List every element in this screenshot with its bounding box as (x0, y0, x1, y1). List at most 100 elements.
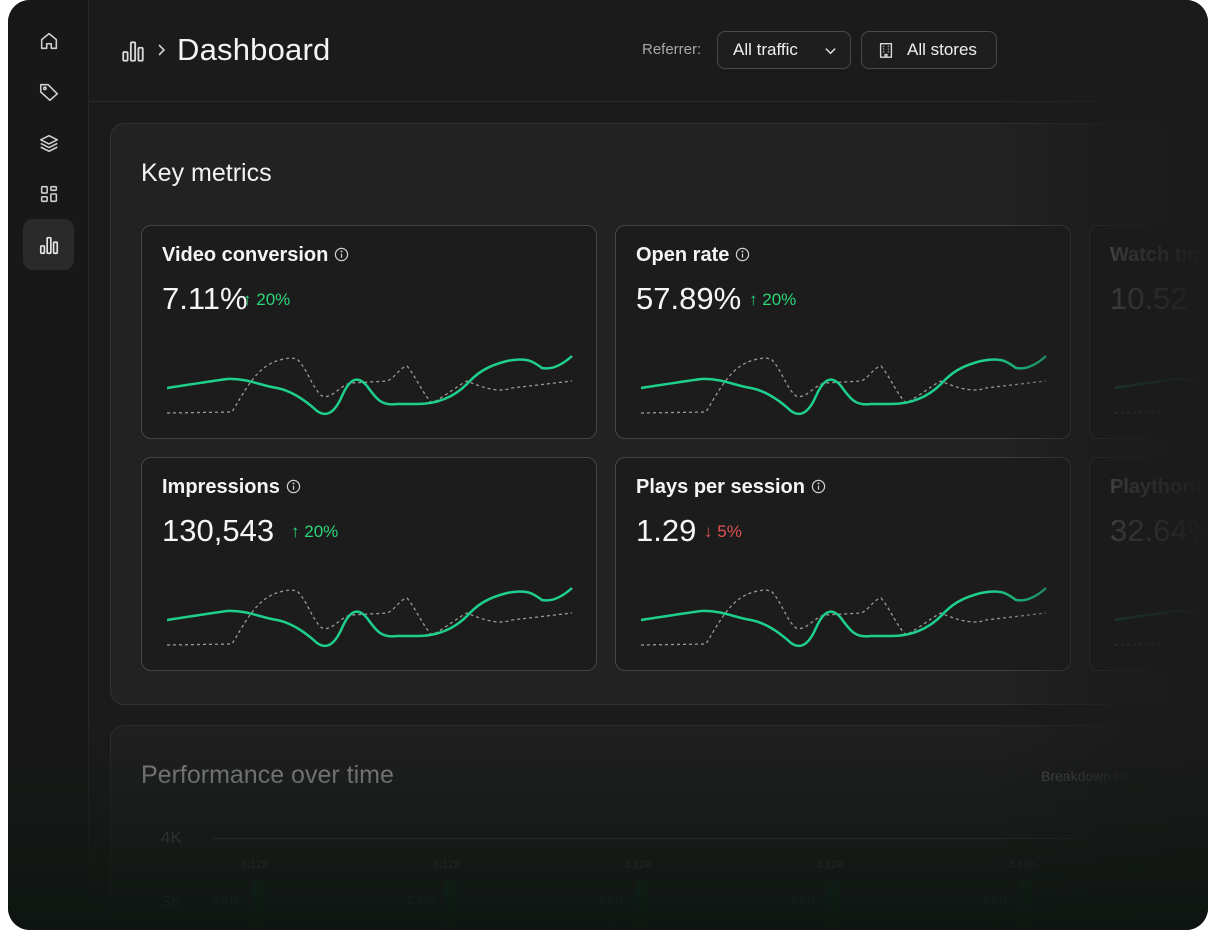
stores-button-label: All stores (907, 40, 977, 59)
chart-bar[interactable] (443, 881, 457, 930)
metric-card-watch-time[interactable]: Watch tim 10.52 s (1089, 225, 1208, 439)
sidebar-item-analytics[interactable] (23, 219, 74, 270)
y-tick-label: 3K (161, 892, 182, 911)
bar-top-label: 3.12K (1008, 859, 1037, 871)
page-title: Dashboard (177, 32, 331, 67)
sparkline-chart (641, 587, 1047, 648)
performance-title: Performance over time (141, 761, 394, 789)
card-title: Playthoru (1110, 476, 1203, 498)
card-value: 7.11% (162, 281, 248, 316)
comparison-series-line (641, 589, 1047, 646)
arrow-up-icon: ↑ (243, 290, 252, 309)
change-badge: ↑ 20% (291, 522, 338, 542)
info-icon[interactable] (811, 479, 826, 494)
metric-card-impressions[interactable]: Impressions 130,543 ↑ 20% (141, 457, 597, 671)
chart-bar[interactable] (1018, 881, 1032, 930)
arrow-up-icon: ↑ (749, 290, 758, 309)
change-badge: ↑ 20% (749, 290, 796, 310)
comparison-series-line (167, 357, 573, 414)
gridline (213, 838, 1208, 839)
traffic-select-label: All traffic (733, 40, 798, 59)
sparkline-chart (167, 587, 573, 648)
key-metrics-title: Key metrics (141, 159, 272, 187)
primary-series-line (1115, 609, 1208, 622)
metric-card-open-rate[interactable]: Open rate 57.89% ↑ 20% (615, 225, 1071, 439)
bar-side-label: 2.81K (407, 895, 436, 907)
chart-bar-secondary[interactable] (418, 918, 430, 930)
traffic-select[interactable]: All traffic (717, 31, 851, 69)
change-value: 20% (762, 290, 797, 309)
primary-series-line (641, 355, 1047, 416)
card-title: Impressions (162, 476, 280, 498)
stores-button[interactable]: All stores (861, 31, 997, 69)
change-badge: ↓ 5% (704, 522, 742, 542)
card-value: 57.89% (636, 281, 742, 316)
primary-series-line (641, 587, 1047, 648)
bar-top-label: 3.12K (433, 859, 462, 871)
header-bar: Dashboard Referrer: All traffic All stor… (89, 0, 1208, 102)
gridline (213, 902, 1208, 903)
chart-bar-secondary[interactable] (993, 918, 1005, 930)
change-value: 20% (304, 522, 339, 541)
chart-bar-secondary[interactable] (801, 918, 813, 930)
sparkline-chart (1115, 370, 1208, 414)
card-title: Plays per session (636, 476, 805, 498)
primary-series-line (167, 355, 573, 416)
info-icon[interactable] (735, 247, 750, 262)
bar-side-label: 2.81K (790, 895, 819, 907)
sidebar-item-tags[interactable] (23, 66, 74, 117)
arrow-down-icon: ↓ (704, 522, 713, 541)
bar-side-label: 2.81K (598, 895, 627, 907)
bar-chart-icon (122, 41, 144, 62)
sidebar-item-widgets[interactable] (23, 168, 74, 219)
comparison-series-line (641, 357, 1047, 414)
primary-series-line (167, 587, 573, 648)
card-title: Watch tim (1110, 244, 1205, 266)
app-window: Dashboard Referrer: All traffic All stor… (8, 0, 1208, 930)
card-title: Open rate (636, 244, 730, 266)
metric-card-playthrough[interactable]: Playthoru 32.64% (1089, 457, 1208, 671)
primary-series-line (1115, 377, 1208, 390)
referrer-label: Referrer: (642, 41, 702, 58)
bar-side-label: 2.81K (213, 895, 242, 907)
change-badge: ↑ 20% (243, 290, 290, 310)
layers-icon (39, 134, 58, 152)
chevron-down-icon (825, 48, 836, 55)
performance-panel: Performance over time Breakdown by: 4K 3… (110, 725, 1208, 930)
y-tick-label: 4K (161, 828, 182, 847)
card-title: Video conversion (162, 244, 329, 266)
sidebar (8, 0, 89, 930)
chart-bar-secondary[interactable] (609, 918, 621, 930)
home-icon (40, 32, 57, 49)
sparkline-chart (641, 355, 1047, 416)
bar-chart-icon (39, 236, 58, 254)
bar-top-label: 3.12K (241, 859, 270, 871)
info-icon[interactable] (334, 247, 349, 262)
sparkline-chart (167, 355, 573, 416)
metric-card-video-conversion[interactable]: Video conversion 7.11% ↑ 20% (141, 225, 597, 439)
change-value: 5% (717, 522, 742, 541)
sparkline-chart (1115, 602, 1208, 646)
tag-icon (39, 83, 58, 101)
card-value: 1.29 (636, 513, 697, 548)
arrow-up-icon: ↑ (291, 522, 300, 541)
sidebar-item-home[interactable] (23, 15, 74, 66)
breakdown-label: Breakdown by: (1041, 768, 1134, 784)
bar-top-label: 3.12K (624, 859, 653, 871)
chart-bar[interactable] (634, 881, 648, 930)
chart-bar[interactable] (826, 881, 840, 930)
card-value: 130,543 (162, 513, 275, 548)
card-value: 32.64% (1110, 513, 1208, 548)
chart-bar-secondary[interactable] (226, 918, 238, 930)
widgets-icon (40, 185, 57, 202)
metric-card-plays-per-session[interactable]: Plays per session 1.29 ↓ 5% (615, 457, 1071, 671)
comparison-series-line (167, 589, 573, 646)
change-value: 20% (256, 290, 291, 309)
key-metrics-panel: Key metrics Video conversion 7.11% ↑ 20%… (110, 123, 1208, 705)
card-value: 10.52 s (1110, 281, 1208, 316)
info-icon[interactable] (286, 479, 301, 494)
building-icon (879, 43, 893, 58)
sidebar-item-layers[interactable] (23, 117, 74, 168)
chart-bar[interactable] (251, 881, 265, 930)
bar-top-label: 3.12K (816, 859, 845, 871)
